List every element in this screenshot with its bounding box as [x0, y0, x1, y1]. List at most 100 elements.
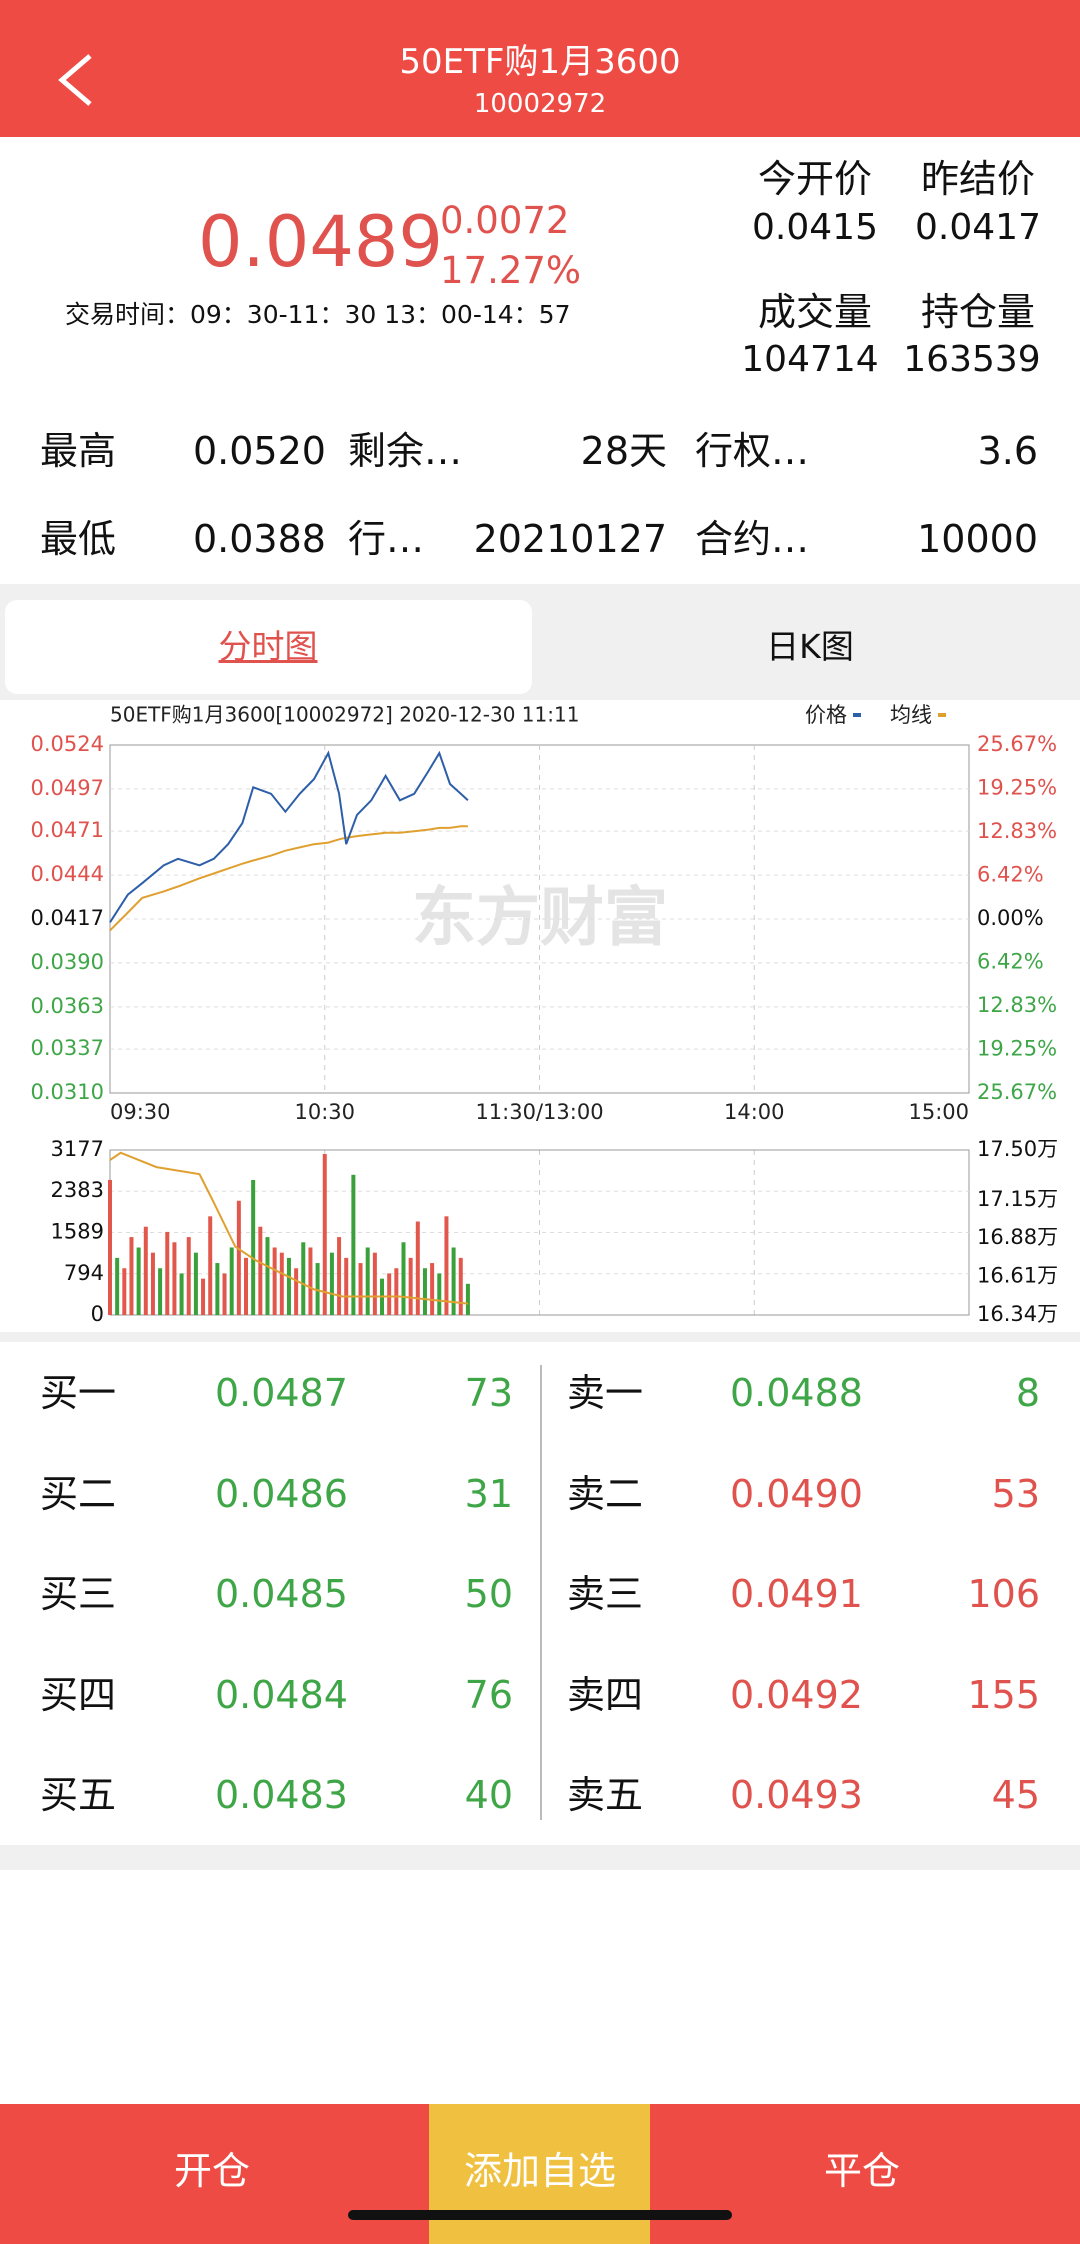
y-tick-label: 0.0390: [31, 950, 104, 974]
button[interactable]: 开仓: [173, 2149, 251, 2193]
button[interactable]: 平仓: [823, 2149, 901, 2193]
volume-bar: [308, 1247, 313, 1315]
volume-bar: [172, 1242, 177, 1315]
level-label: 买五: [40, 1773, 117, 1817]
volume-bar: [193, 1252, 198, 1315]
tab-active[interactable]: [5, 600, 532, 694]
y-tick-label: 0: [91, 1302, 104, 1326]
level-label: 买四: [40, 1672, 117, 1717]
chart: 50ETF购1月3600[10002972] 2020-12-30 11:11 价…: [31, 703, 1059, 1327]
level-qty: 50: [464, 1572, 513, 1616]
y2-tick-label: 16.34万: [977, 1302, 1058, 1326]
volume-bar: [215, 1263, 220, 1315]
volume-bar: [358, 1263, 363, 1315]
stat: 0.0520: [193, 429, 326, 473]
y-tick-label: 0.0497: [31, 776, 104, 800]
volume-bar: [387, 1273, 392, 1315]
volume-bar: [258, 1226, 263, 1315]
y-tick-label: 0.0524: [31, 732, 104, 756]
level-label: 卖五: [567, 1773, 644, 1817]
stat: 行权…: [695, 429, 810, 473]
stat: 合约…: [695, 517, 810, 561]
volume-bar: [458, 1257, 463, 1315]
volume-bar: [122, 1268, 127, 1315]
volume-bar: [236, 1200, 241, 1315]
line: [109, 1151, 469, 1305]
x-tick-label: 10:30: [294, 1100, 355, 1124]
volume-bar: [294, 1268, 299, 1315]
volume-bar: [143, 1226, 148, 1315]
volume: 104714: [741, 339, 879, 380]
volume-bar: [415, 1221, 420, 1315]
volume-bar: [186, 1237, 191, 1315]
y-tick-label: 0.0471: [31, 818, 104, 842]
volume-bar: [351, 1174, 356, 1315]
change: 0.0072: [440, 199, 570, 242]
stat: 行…: [348, 517, 425, 561]
level-label: 卖二: [567, 1471, 644, 1516]
x-tick-label: 11:30/13:00: [475, 1100, 603, 1124]
legend-swatch: [853, 713, 861, 717]
level-label: 卖一: [567, 1371, 644, 1415]
volume-bar: [437, 1273, 442, 1315]
tab[interactable]: 分时图: [218, 627, 318, 666]
title: 50ETF购1月3600: [399, 42, 681, 82]
chart-title: 50ETF购1月3600[10002972] 2020-12-30 11:11: [110, 703, 579, 727]
y2-tick-label: 12.83%: [977, 819, 1057, 843]
prev: 0.0417: [915, 207, 1041, 248]
button[interactable]: 添加自选: [463, 2149, 617, 2193]
level-price: 0.0486: [215, 1471, 348, 1516]
y-tick-label: 1589: [51, 1219, 104, 1243]
book-divider: [540, 1365, 542, 1820]
volume-bar: [329, 1252, 334, 1315]
level-qty: 31: [464, 1471, 513, 1516]
back-button[interactable]: [50, 50, 100, 110]
stat: 10000: [917, 517, 1038, 561]
volume-bar: [229, 1247, 234, 1315]
y2-tick-label: 6.42%: [977, 950, 1044, 974]
volume-bar: [251, 1179, 256, 1315]
stat: 20210127: [473, 517, 667, 561]
volume-bar: [108, 1179, 112, 1315]
stat: 3.6: [977, 429, 1038, 473]
volume-bar: [372, 1252, 377, 1315]
tab[interactable]: 日K图: [766, 627, 854, 666]
stat: 28天: [580, 429, 667, 473]
volume-bar: [422, 1268, 427, 1315]
y2-tick-label: 17.50万: [977, 1137, 1058, 1161]
level-qty: 106: [967, 1572, 1040, 1616]
level-qty: 8: [1015, 1371, 1040, 1415]
level-price: 0.0485: [215, 1572, 348, 1616]
legend-label: 价格: [805, 703, 847, 727]
x-tick-label: 15:00: [908, 1100, 969, 1124]
open-label: 今开价: [757, 157, 873, 201]
prev-label: 昨结价: [920, 157, 1036, 201]
level-label: 买一: [40, 1371, 117, 1415]
volume-bar: [165, 1231, 170, 1315]
line: [109, 750, 469, 923]
volume-bar: [365, 1247, 370, 1315]
volume-bar: [244, 1257, 249, 1315]
y-tick-label: 0.0337: [31, 1036, 104, 1060]
y2-tick-label: 19.25%: [977, 1036, 1057, 1060]
y2-tick-label: 19.25%: [977, 776, 1057, 800]
trade-time: 交易时间：09：30-11：30 13：00-14：57: [65, 300, 571, 329]
volume-bar: [465, 1283, 470, 1315]
volume-bar: [286, 1257, 291, 1315]
open: 0.0415: [752, 207, 878, 248]
header-bar: [0, 0, 1080, 137]
level-price: 0.0484: [215, 1672, 348, 1717]
volume-bar: [136, 1247, 141, 1315]
level-qty: 76: [464, 1672, 513, 1717]
code: 10002972: [473, 89, 607, 119]
volume-bar: [150, 1252, 155, 1315]
x-tick-label: 09:30: [110, 1100, 171, 1124]
legend-label: 均线: [890, 703, 932, 727]
y-tick-label: 0.0417: [31, 906, 104, 930]
oi: 163539: [903, 339, 1041, 380]
volume-bar: [322, 1153, 327, 1315]
y2-tick-label: 17.15万: [977, 1187, 1058, 1211]
level-price: 0.0491: [730, 1572, 863, 1616]
y2-tick-label: 0.00%: [977, 906, 1044, 930]
